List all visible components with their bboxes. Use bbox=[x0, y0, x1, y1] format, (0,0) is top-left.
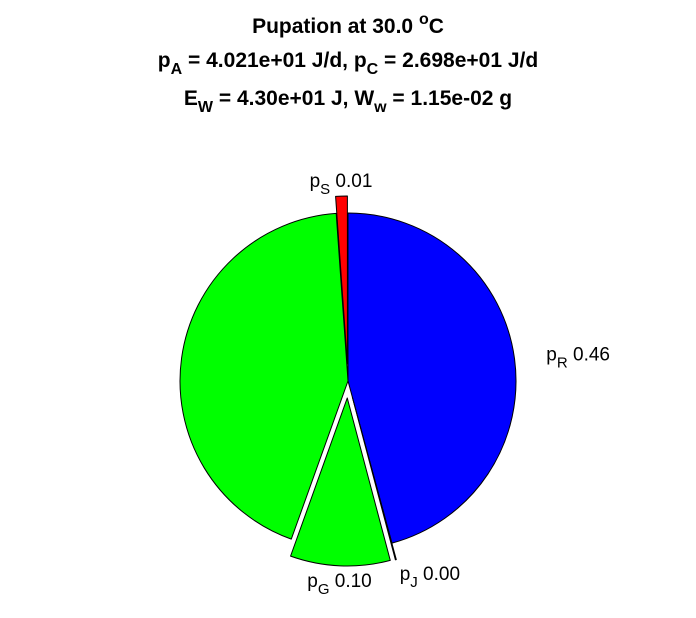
pie-label-pG: pG 0.10 bbox=[307, 571, 372, 598]
pie-label-pR: pR 0.46 bbox=[546, 345, 610, 372]
title-degree-sup: o bbox=[419, 11, 429, 28]
pie-slice-pR bbox=[347, 212, 517, 544]
title-pa-subscript: A bbox=[171, 61, 183, 78]
pie-label-pR-value: 0.46 bbox=[568, 345, 610, 366]
title-pa-value: = 4.021e+01 J/d, bbox=[182, 49, 354, 72]
title-pc-value: = 2.698e+01 J/d bbox=[378, 49, 538, 72]
title-pc-subscript: C bbox=[367, 61, 379, 78]
pie-slice-pS bbox=[335, 195, 348, 365]
pie-label-pG-value: 0.10 bbox=[329, 571, 371, 592]
pie-label-pG-subscript: G bbox=[318, 581, 330, 598]
pie-label-pR-symbol: p bbox=[546, 345, 557, 366]
title-ew-value: = 4.30e+01 J, bbox=[213, 87, 354, 110]
title-pa-symbol: p bbox=[158, 49, 171, 72]
title-line-2: pA = 4.021e+01 J/d, pC = 2.698e+01 J/d bbox=[158, 49, 538, 78]
pie-label-pJ-value: 0.00 bbox=[418, 564, 460, 585]
title-ww-subscript: w bbox=[373, 99, 387, 116]
title-ew-subscript: W bbox=[198, 99, 214, 116]
pie-label-pJ-subscript: J bbox=[410, 574, 418, 591]
title-line-1: Pupation at 30.0 oC bbox=[252, 11, 444, 38]
title-ww-symbol: W bbox=[354, 87, 374, 110]
pie-label-pJ-symbol: p bbox=[400, 564, 411, 585]
pie-label-pS-subscript: S bbox=[320, 181, 330, 198]
chart-title: Pupation at 30.0 oC pA = 4.021e+01 J/d, … bbox=[158, 11, 538, 116]
title-pc-symbol: p bbox=[354, 49, 367, 72]
pie-label-pG-symbol: p bbox=[307, 571, 318, 592]
pie-label-pR-subscript: R bbox=[557, 355, 568, 372]
pie-label-pS: pS 0.01 bbox=[310, 171, 373, 198]
title-ww-value: = 1.15e-02 g bbox=[387, 87, 513, 110]
pie-slice-pJ bbox=[351, 396, 397, 561]
pie-slice-pG bbox=[290, 397, 391, 567]
pie-slice-pM bbox=[179, 212, 349, 540]
title-line-1-tail: C bbox=[429, 15, 444, 38]
pie-label-pS-value: 0.01 bbox=[330, 171, 372, 192]
pie-slices bbox=[179, 195, 517, 567]
title-line-1-text: Pupation at 30.0 bbox=[252, 15, 419, 38]
pie-label-pJ: pJ 0.00 bbox=[400, 564, 460, 591]
title-ew-symbol: E bbox=[184, 87, 198, 110]
title-line-3: EW = 4.30e+01 J, Ww = 1.15e-02 g bbox=[184, 87, 512, 116]
pie-label-pS-symbol: p bbox=[310, 171, 321, 192]
